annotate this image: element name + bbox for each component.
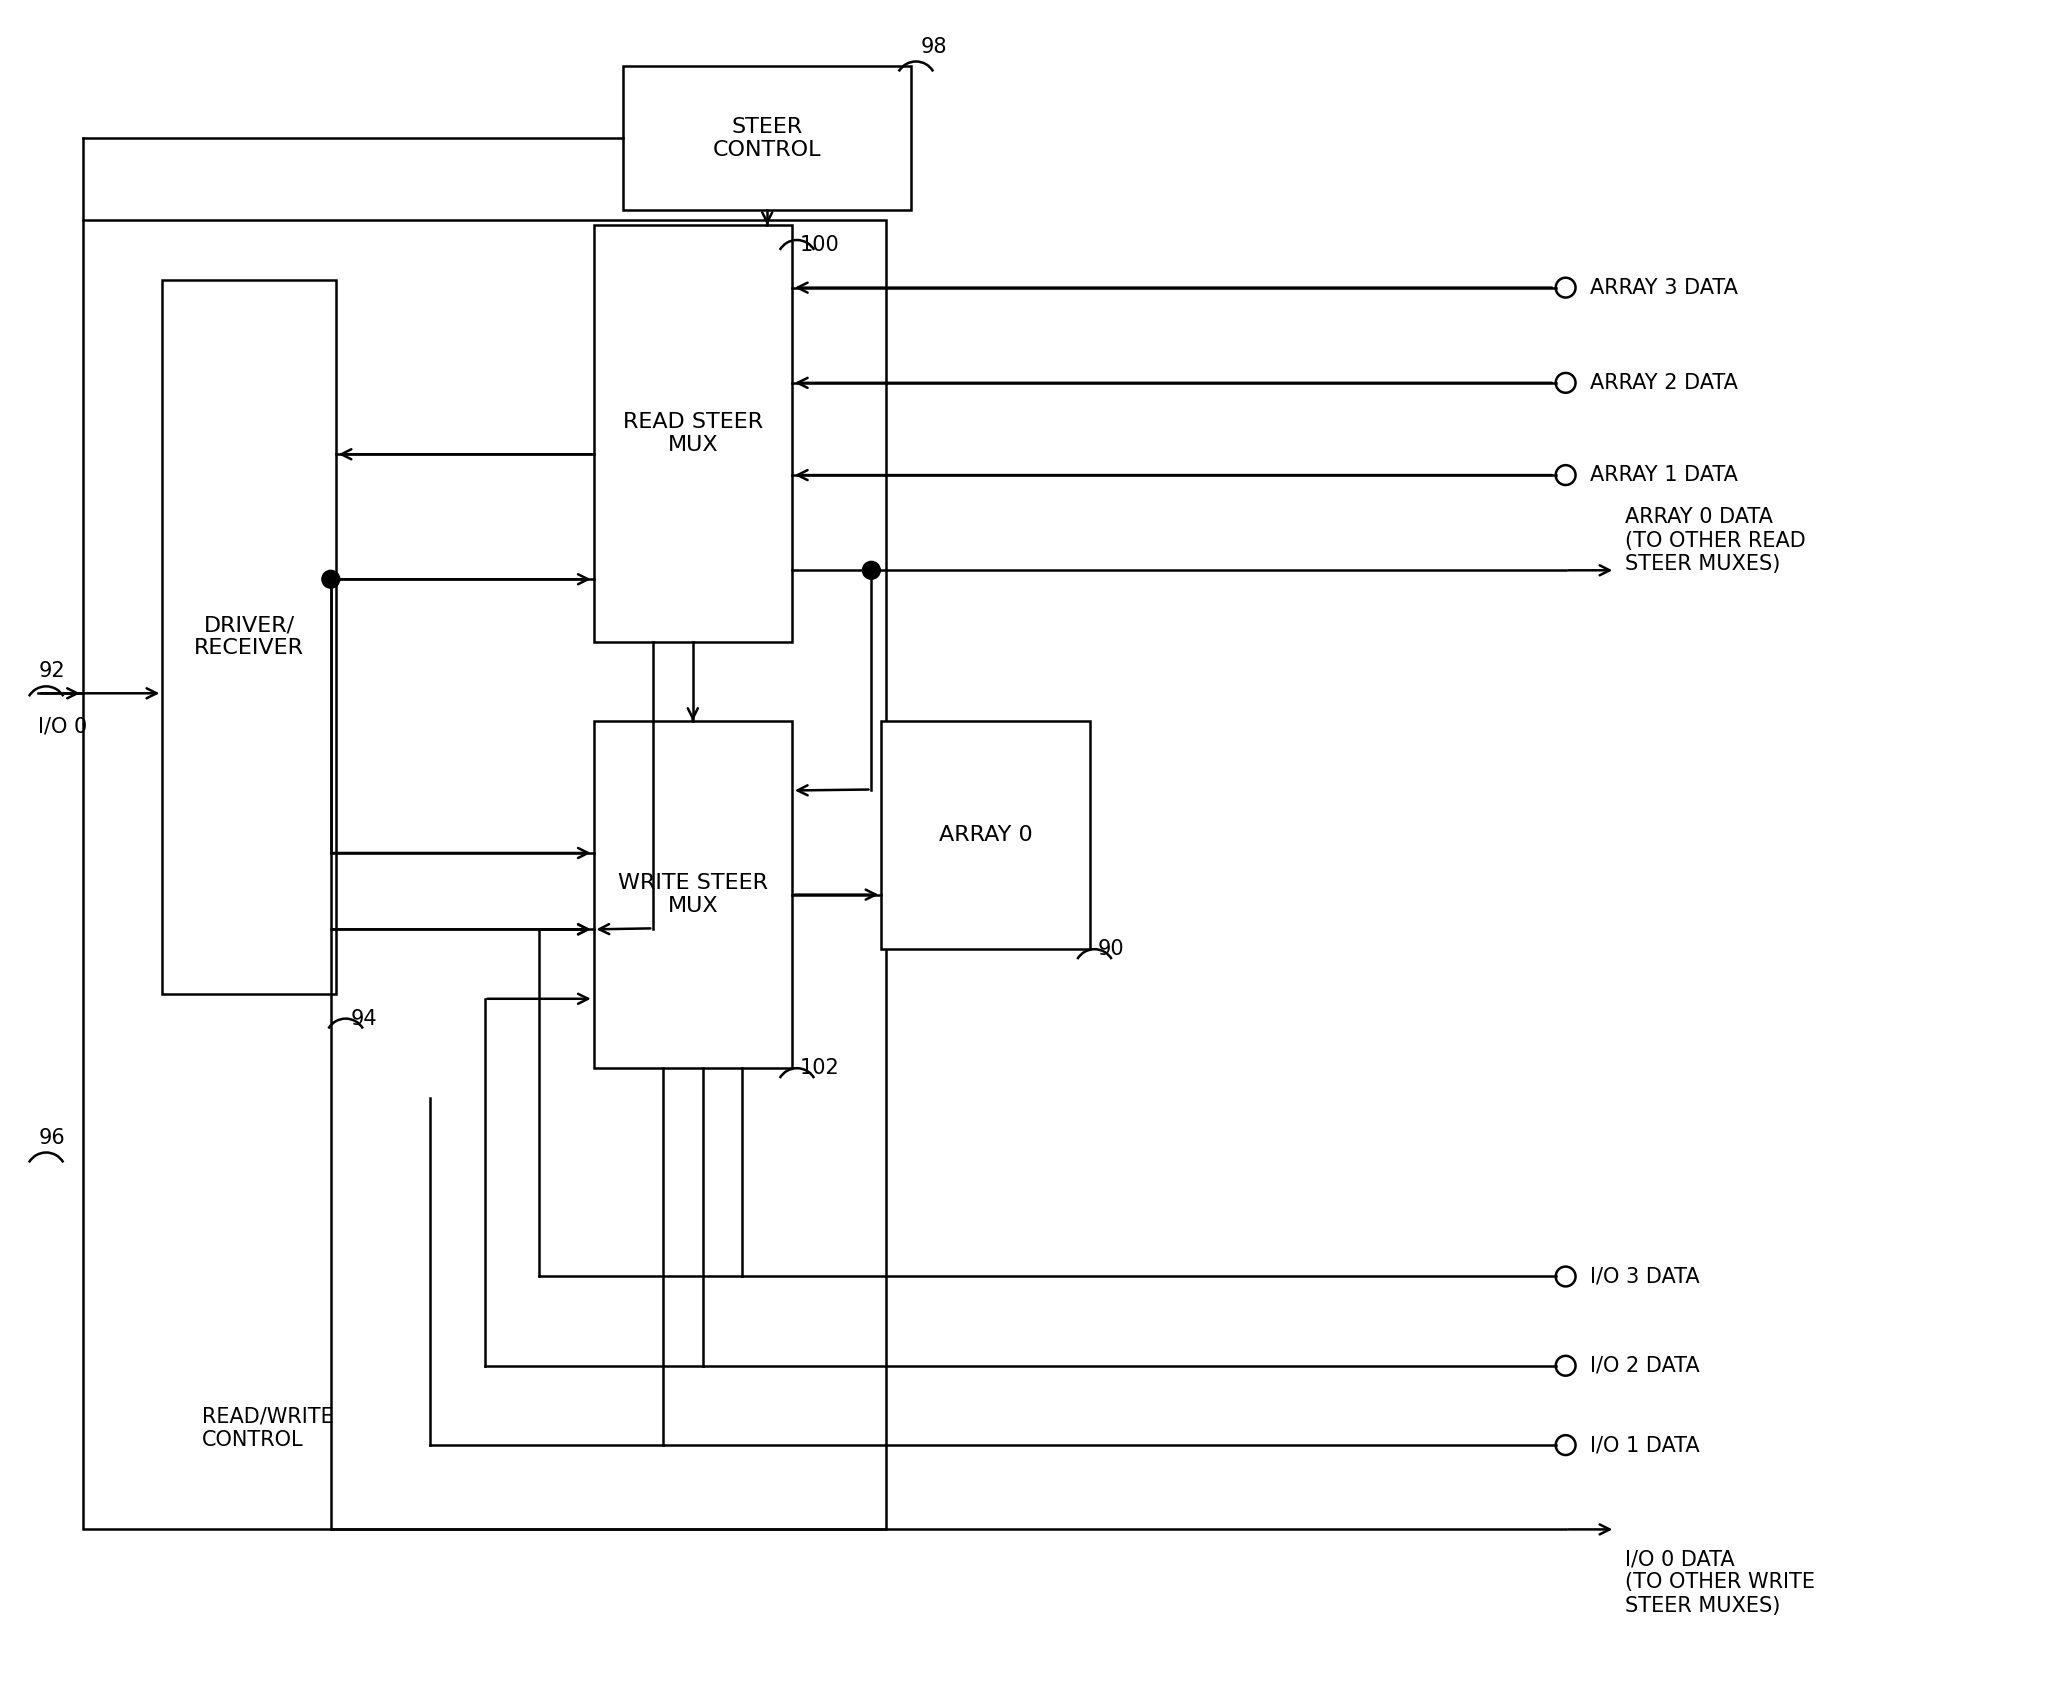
Text: STEER
CONTROL: STEER CONTROL (712, 117, 822, 160)
Text: I/O 0 DATA
(TO OTHER WRITE
STEER MUXES): I/O 0 DATA (TO OTHER WRITE STEER MUXES) (1625, 1550, 1815, 1616)
Text: 100: 100 (799, 235, 840, 255)
Text: ARRAY 3 DATA: ARRAY 3 DATA (1590, 277, 1739, 298)
Text: ARRAY 0 DATA
(TO OTHER READ
STEER MUXES): ARRAY 0 DATA (TO OTHER READ STEER MUXES) (1625, 507, 1805, 573)
Text: ARRAY 2 DATA: ARRAY 2 DATA (1590, 373, 1739, 393)
Bar (594, 225, 793, 641)
Bar (623, 66, 911, 211)
Text: I/O 2 DATA: I/O 2 DATA (1590, 1356, 1699, 1376)
Bar (83, 219, 886, 1529)
Text: 94: 94 (350, 1009, 377, 1029)
Text: I/O 1 DATA: I/O 1 DATA (1590, 1436, 1699, 1454)
Text: WRITE STEER
MUX: WRITE STEER MUX (617, 873, 768, 917)
Text: ARRAY 0: ARRAY 0 (938, 825, 1033, 845)
Text: 90: 90 (1097, 939, 1124, 959)
Text: DRIVER/
RECEIVER: DRIVER/ RECEIVER (195, 616, 304, 658)
Text: READ STEER
MUX: READ STEER MUX (623, 412, 764, 456)
Text: 92: 92 (37, 662, 64, 682)
Text: READ/WRITE
CONTROL: READ/WRITE CONTROL (203, 1407, 333, 1449)
Text: 98: 98 (921, 36, 948, 56)
Bar (882, 721, 1089, 949)
Text: I/O 3 DATA: I/O 3 DATA (1590, 1267, 1699, 1286)
Circle shape (863, 561, 880, 580)
Text: ARRAY 1 DATA: ARRAY 1 DATA (1590, 464, 1739, 485)
Text: 96: 96 (37, 1128, 64, 1148)
Bar (594, 721, 793, 1068)
Text: I/O 0: I/O 0 (37, 716, 87, 737)
Circle shape (321, 570, 339, 589)
Text: 102: 102 (799, 1058, 840, 1078)
Bar (161, 279, 335, 993)
